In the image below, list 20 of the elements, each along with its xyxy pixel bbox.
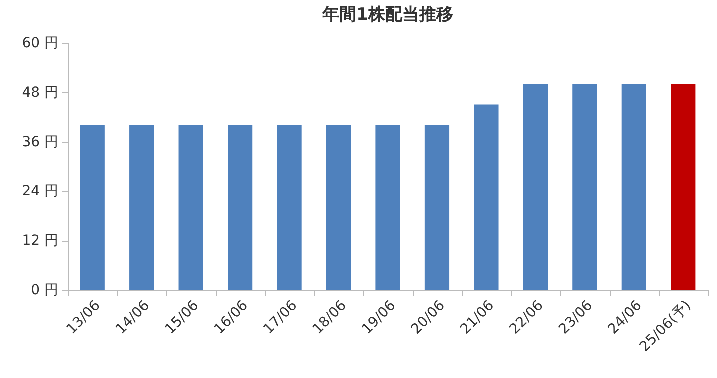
bar (228, 125, 253, 290)
y-tick-label: 12 円 (22, 233, 58, 250)
bar (424, 125, 450, 290)
bar (572, 84, 598, 290)
y-tick-label: 0 円 (31, 282, 58, 298)
bar (671, 84, 696, 290)
bar (277, 125, 302, 290)
bar (80, 125, 105, 290)
y-tick-label: 60 円 (22, 36, 58, 52)
bar (474, 104, 499, 290)
bar (376, 125, 400, 290)
chart-title: 年間1株配当推移 (322, 5, 454, 25)
bar (178, 125, 204, 290)
bar (130, 125, 154, 290)
y-tick-label: 48 円 (22, 84, 58, 101)
bar (622, 84, 646, 290)
bar (326, 125, 352, 290)
y-tick-label: 36 円 (22, 134, 58, 150)
y-tick-label: 24 円 (22, 184, 58, 200)
bar (523, 84, 548, 290)
